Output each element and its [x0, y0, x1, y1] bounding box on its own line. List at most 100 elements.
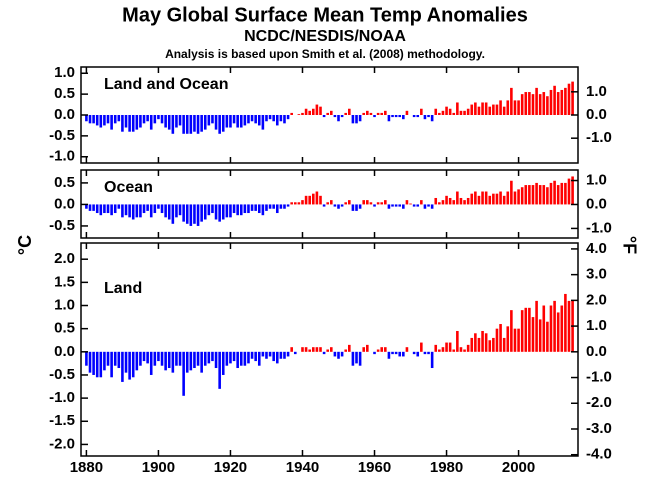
- bar: [139, 204, 142, 218]
- bar: [279, 115, 283, 122]
- bar: [275, 204, 279, 214]
- bar: [293, 202, 297, 205]
- bar: [387, 115, 391, 122]
- bar: [160, 204, 164, 214]
- bar: [391, 115, 394, 118]
- bar: [330, 110, 333, 115]
- bar: [304, 347, 308, 352]
- bar: [430, 115, 434, 122]
- bar: [315, 191, 319, 205]
- bar: [441, 347, 445, 352]
- bar: [250, 351, 254, 359]
- bar: [430, 351, 434, 369]
- bar: [463, 110, 466, 115]
- bar: [171, 351, 175, 373]
- bar: [128, 115, 131, 132]
- bar: [387, 204, 391, 209]
- bar: [131, 204, 135, 220]
- bar: [481, 191, 484, 205]
- bar: [376, 112, 380, 115]
- bar: [214, 204, 218, 220]
- y-tick-label: -1.5: [49, 412, 75, 429]
- bar: [326, 112, 329, 115]
- y2-tick-label: -3.0: [586, 420, 612, 437]
- bar: [272, 115, 275, 122]
- bar: [513, 328, 517, 352]
- bar: [488, 106, 492, 115]
- bar: [538, 185, 542, 205]
- bar: [448, 342, 452, 352]
- y2-tick-label: 3.0: [586, 266, 607, 283]
- bar: [279, 204, 283, 209]
- bar: [308, 349, 311, 352]
- bar: [448, 197, 452, 205]
- bar: [142, 115, 146, 124]
- bar: [110, 204, 113, 216]
- bar: [153, 115, 157, 124]
- bar: [434, 108, 438, 115]
- bar: [225, 204, 229, 218]
- bar: [434, 344, 438, 352]
- bar: [185, 351, 189, 373]
- x-tick-label: 1920: [214, 459, 247, 476]
- y-axis-label: °C: [15, 235, 35, 255]
- bar: [160, 115, 164, 124]
- bar: [88, 115, 92, 124]
- bar: [290, 112, 293, 115]
- bar: [175, 115, 178, 128]
- bar: [423, 115, 427, 120]
- bar: [355, 351, 358, 364]
- bar: [420, 200, 423, 205]
- y-tick-label: 0.5: [54, 85, 75, 102]
- bar: [466, 344, 470, 352]
- bar: [348, 344, 351, 352]
- bar: [549, 305, 553, 352]
- bar: [528, 92, 531, 115]
- bar: [185, 204, 189, 224]
- bar: [373, 351, 376, 355]
- y2-tick-label: 0.0: [586, 195, 607, 212]
- bar: [178, 115, 182, 126]
- bar: [420, 342, 423, 352]
- bar: [484, 333, 488, 352]
- bar: [92, 115, 95, 124]
- bar: [463, 200, 466, 205]
- bar: [495, 104, 499, 115]
- bar: [506, 326, 510, 352]
- bar: [124, 351, 128, 373]
- bar: [247, 351, 250, 364]
- bar: [438, 112, 441, 115]
- bar: [456, 330, 459, 352]
- bar: [95, 115, 99, 126]
- bar: [528, 307, 531, 352]
- bar: [362, 347, 366, 352]
- y-tick-label: 0.0: [54, 343, 75, 360]
- y-tick-label: -1.0: [49, 148, 75, 165]
- bar: [207, 115, 211, 126]
- bar: [171, 204, 175, 224]
- bar: [146, 204, 149, 211]
- bar: [297, 114, 301, 115]
- bar: [567, 83, 571, 115]
- bar: [293, 351, 297, 355]
- bar: [398, 204, 402, 207]
- bar: [571, 176, 574, 205]
- bar: [225, 351, 229, 366]
- bar: [538, 94, 542, 115]
- bar: [351, 204, 355, 211]
- bar: [203, 115, 207, 130]
- bar: [214, 115, 218, 130]
- bar: [92, 351, 95, 375]
- bar: [553, 300, 556, 352]
- bar: [459, 347, 463, 352]
- bar: [193, 351, 196, 369]
- bar: [470, 193, 474, 205]
- chart-note: Analysis is based upon Smith et al. (200…: [165, 47, 485, 61]
- bar: [326, 349, 329, 352]
- bar: [243, 204, 247, 214]
- bar: [290, 347, 293, 352]
- bar: [135, 351, 139, 371]
- bar: [556, 185, 560, 205]
- bar: [196, 204, 200, 226]
- bar: [250, 115, 254, 122]
